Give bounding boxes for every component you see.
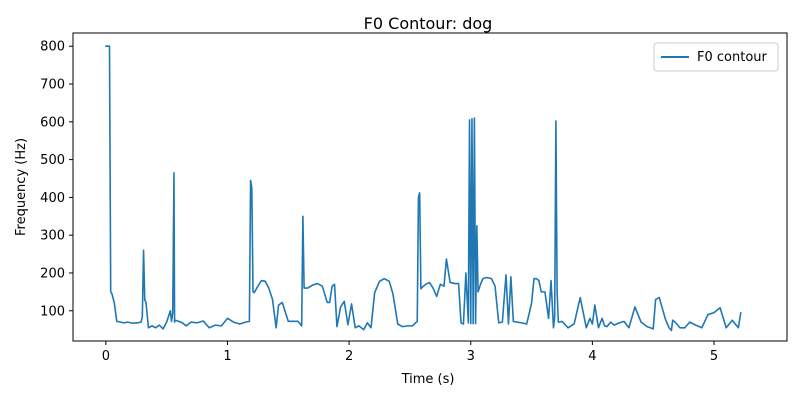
series-layer: [105, 45, 742, 332]
x-tick-label: 0: [102, 349, 110, 364]
x-axis-label: Time (s): [401, 372, 455, 387]
y-tick-label: 700: [40, 78, 65, 93]
series-line-f0-contour: [105, 45, 742, 332]
chart-title: F0 Contour: dog: [364, 14, 493, 33]
x-tick-label: 5: [710, 349, 718, 364]
legend-box: [653, 42, 779, 72]
y-tick-label: 600: [40, 115, 65, 130]
legend-label: F0 contour: [697, 50, 768, 65]
y-tick-label: 400: [40, 191, 65, 206]
y-tick-label: 100: [40, 304, 65, 319]
y-tick-label: 800: [40, 40, 65, 55]
y-tick-label: 300: [40, 229, 65, 244]
legend: F0 contour: [653, 42, 779, 72]
x-tick-label: 4: [588, 349, 596, 364]
x-tick-label: 1: [223, 349, 231, 364]
y-tick-label: 200: [40, 266, 65, 281]
axes-frame: [72, 32, 788, 342]
axis-ticks: 0 1 2 3 4 5 100 200 300 400 500 600 700 800: [40, 40, 718, 364]
x-tick-label: 2: [345, 349, 353, 364]
y-tick-label: 500: [40, 153, 65, 168]
y-axis-label: Frequency (Hz): [14, 138, 29, 236]
x-tick-label: 3: [467, 349, 475, 364]
